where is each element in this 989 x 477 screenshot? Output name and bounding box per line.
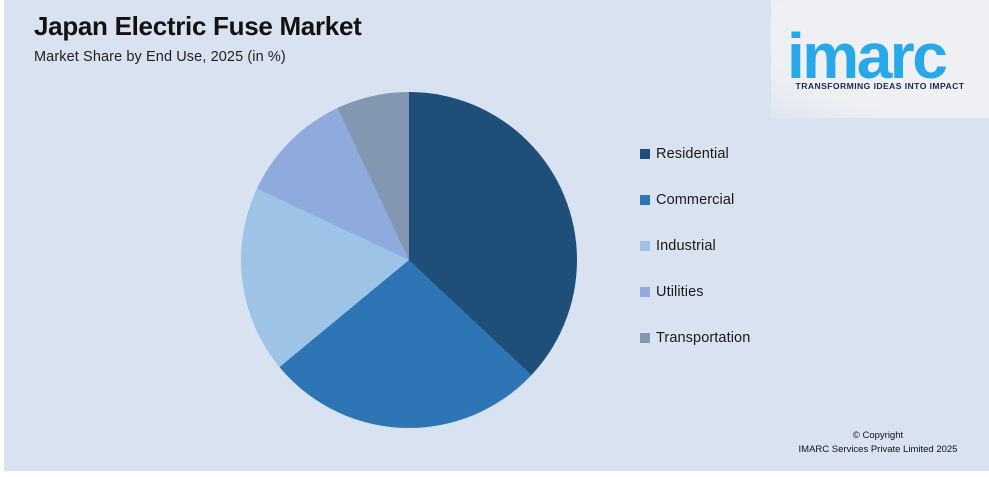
imarc-wordmark: imarc (787, 20, 948, 92)
imarc-logo: imarc TRANSFORMING IDEAS INTO IMPACT (771, 0, 989, 118)
copyright-line1: © Copyright (852, 430, 904, 442)
legend-swatch-icon (640, 148, 650, 159)
legend-item-commercial: Commercial (640, 191, 750, 208)
legend-label: Industrial (656, 237, 716, 254)
imarc-tagline: TRANSFORMING IDEAS INTO IMPACT (795, 81, 965, 91)
legend-label: Commercial (656, 191, 735, 208)
page-subtitle: Market Share by End Use, 2025 (in %) (34, 48, 286, 65)
page-title: Japan Electric Fuse Market (34, 11, 362, 41)
chart-header: Japan Electric Fuse Market Market Share … (34, 11, 362, 65)
legend-item-industrial: Industrial (640, 237, 750, 254)
legend-swatch-icon (640, 240, 650, 251)
pie-chart (241, 92, 577, 428)
legend-item-utilities: Utilities (640, 283, 750, 300)
legend-swatch-icon (640, 194, 650, 205)
copyright-notice: © Copyright IMARC Services Private Limit… (783, 429, 973, 457)
chart-background: Japan Electric Fuse Market Market Share … (4, 0, 989, 471)
legend-label: Utilities (656, 283, 704, 300)
legend-label: Residential (656, 145, 729, 162)
copyright-line2: IMARC Services Private Limited 2025 (798, 444, 958, 456)
legend-swatch-icon (640, 332, 650, 343)
legend-swatch-icon (640, 286, 650, 297)
chart-legend: Residential Commercial Industrial Utilities… (640, 145, 750, 346)
legend-item-residential: Residential (640, 145, 750, 162)
legend-item-transportation: Transportation (640, 329, 750, 346)
legend-label: Transportation (656, 329, 751, 346)
